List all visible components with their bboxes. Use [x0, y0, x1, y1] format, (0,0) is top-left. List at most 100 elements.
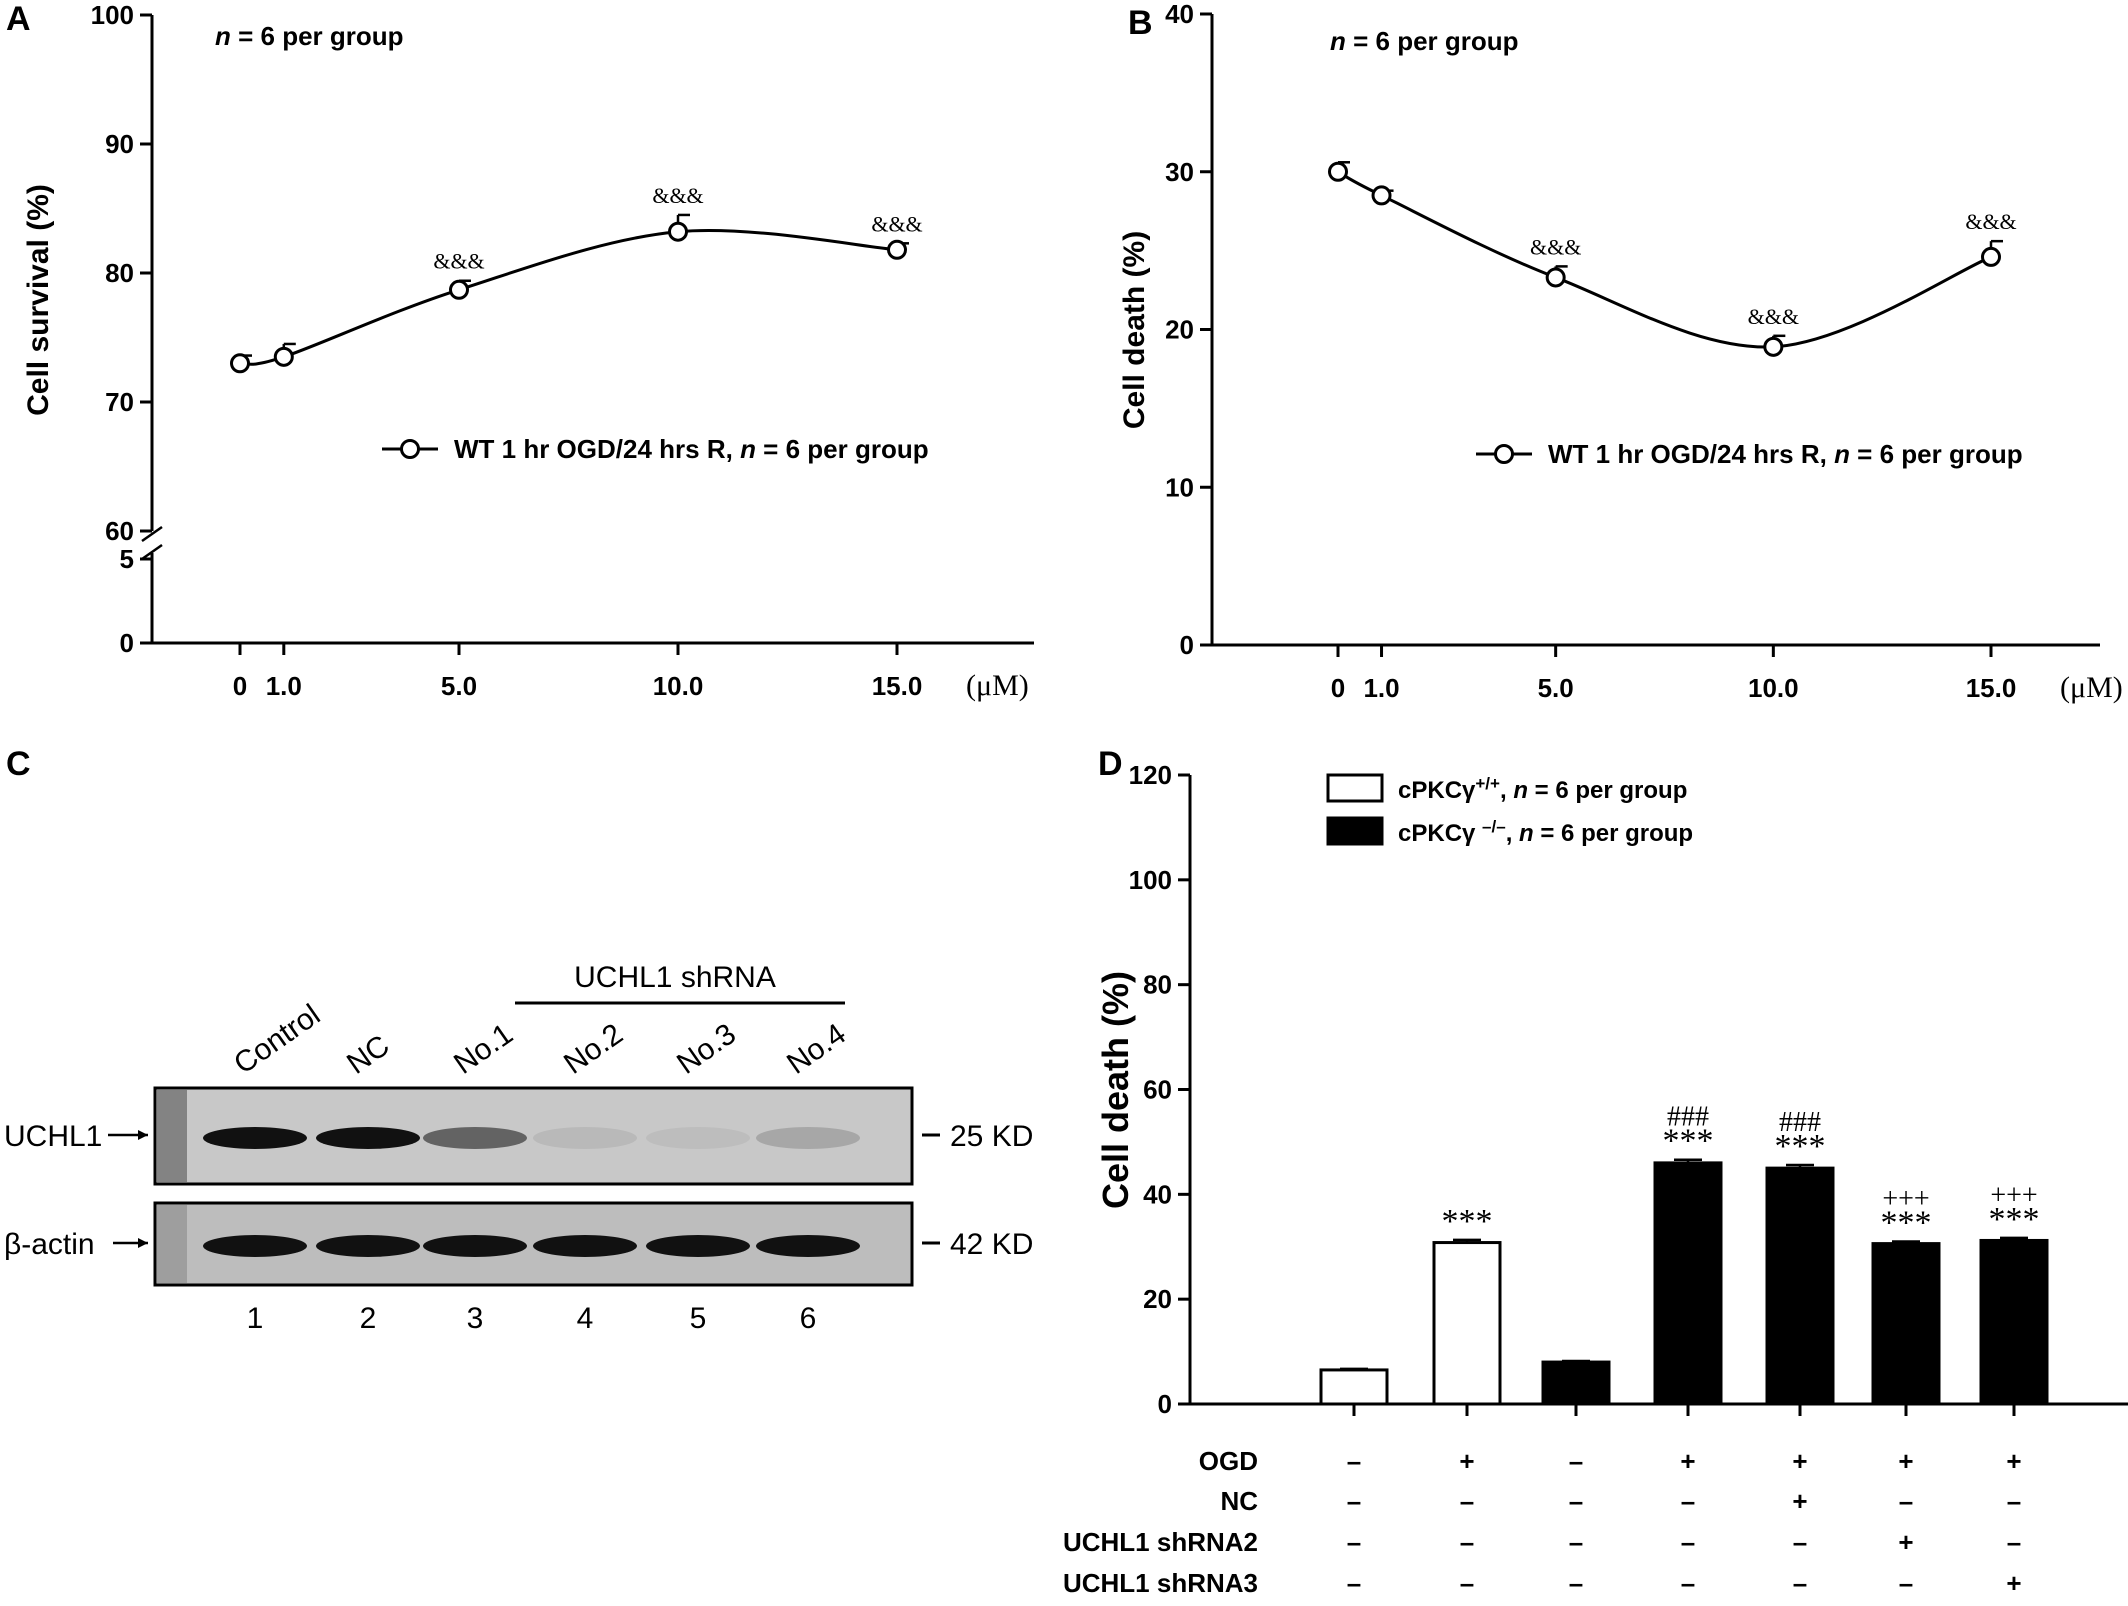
lane-label: No.4	[781, 1017, 852, 1080]
y-tick-label: 0	[1180, 630, 1194, 660]
bar	[1319, 1368, 1389, 1406]
significance-stars: ***	[1775, 1128, 1826, 1165]
x-tick-label: 1.0	[266, 671, 302, 701]
blot-band	[756, 1235, 860, 1257]
y-axis-label: Cell death (%)	[1095, 971, 1136, 1209]
x-tick-label: 0	[1331, 673, 1345, 703]
x-tick-label: 0	[233, 671, 247, 701]
condition-sign: –	[1460, 1568, 1474, 1598]
blot-row-label: UCHL1	[4, 1120, 102, 1153]
condition-sign: –	[1681, 1486, 1695, 1516]
data-point	[1763, 336, 1784, 357]
y-tick-label: 40	[1165, 0, 1194, 29]
x-tick-label: 15.0	[1966, 673, 2017, 703]
blot-band	[533, 1127, 637, 1149]
x-tick-label: 5.0	[441, 671, 477, 701]
y-tick-label: 0	[1158, 1389, 1172, 1419]
series-line	[1337, 170, 1992, 349]
significance-annotation: &&&	[871, 211, 922, 236]
condition-sign: –	[1347, 1446, 1361, 1476]
lane-number: 1	[247, 1302, 264, 1335]
condition-sign: +	[1898, 1527, 1913, 1557]
lane-label: Control	[228, 998, 326, 1081]
y-tick-label: 80	[1143, 970, 1172, 1000]
panel-letter-c: C	[6, 745, 31, 783]
lane-label: No.2	[558, 1017, 629, 1080]
data-point	[668, 221, 688, 242]
significance-stars: ***	[1442, 1203, 1493, 1240]
significance-stars: ***	[1881, 1205, 1932, 1242]
condition-sign: –	[1793, 1527, 1807, 1557]
lane-number: 2	[360, 1302, 377, 1335]
series-line	[239, 228, 898, 366]
condition-sign: +	[2006, 1446, 2021, 1476]
condition-label: OGD	[1199, 1446, 1258, 1476]
blot-band	[203, 1235, 307, 1257]
bar	[1541, 1360, 1611, 1406]
significance-symbols: +++	[1990, 1180, 2037, 1211]
y-tick-label: 20	[1165, 315, 1194, 345]
shrna-group-label: UCHL1 shRNA	[574, 961, 776, 994]
blot-edge-shadow	[157, 1090, 187, 1182]
condition-sign: –	[1460, 1486, 1474, 1516]
condition-sign: –	[1899, 1486, 1913, 1516]
x-tick-label: 10.0	[653, 671, 704, 701]
condition-sign: –	[1681, 1527, 1695, 1557]
x-unit-label: (μM)	[966, 669, 1029, 702]
condition-sign: –	[1347, 1568, 1361, 1598]
y-tick-label: 0	[120, 628, 134, 658]
significance-annotation: &&&	[1530, 234, 1581, 259]
condition-sign: –	[1793, 1568, 1807, 1598]
blot-band	[203, 1127, 307, 1149]
condition-sign: –	[2007, 1527, 2021, 1557]
y-tick-label: 100	[91, 0, 134, 30]
blot-band	[316, 1235, 420, 1257]
data-point	[887, 239, 907, 260]
legend-label: cPKCγ –/–, n = 6 per group	[1398, 817, 1693, 848]
data-point	[1328, 161, 1348, 182]
y-tick-label: 40	[1143, 1179, 1172, 1209]
data-point	[273, 346, 294, 367]
legend-marker	[1494, 444, 1514, 464]
blot-band	[646, 1127, 750, 1149]
axis-break-mark	[141, 543, 163, 561]
condition-sign: –	[1460, 1527, 1474, 1557]
data-point	[1981, 246, 2001, 267]
bar	[1979, 1238, 2049, 1406]
lane-label: No.3	[671, 1017, 742, 1080]
y-tick-label: 100	[1129, 865, 1172, 895]
lane-number: 5	[690, 1302, 707, 1335]
condition-sign: –	[1569, 1568, 1583, 1598]
blot-row-label: β-actin	[4, 1228, 95, 1261]
bar	[1432, 1241, 1502, 1406]
lane-number: 6	[800, 1302, 817, 1335]
lane-label: No.1	[448, 1017, 519, 1080]
data-point	[1371, 185, 1392, 206]
blot-band	[423, 1235, 527, 1257]
data-point	[230, 353, 250, 374]
significance-stars: ***	[1989, 1201, 2040, 1238]
panel-letter-a: A	[6, 0, 31, 38]
significance-annotation: &&&	[1965, 209, 2016, 234]
condition-sign: +	[1680, 1446, 1695, 1476]
legend-marker	[400, 439, 420, 459]
legend-label: WT 1 hr OGD/24 hrs R, n = 6 per group	[454, 434, 929, 464]
x-tick-label: 5.0	[1538, 673, 1574, 703]
panel-letter-b: B	[1128, 4, 1153, 42]
condition-sign: –	[2007, 1486, 2021, 1516]
legend-label: WT 1 hr OGD/24 hrs R, n = 6 per group	[1548, 439, 2023, 469]
data-point	[449, 279, 469, 300]
blot-band	[533, 1235, 637, 1257]
molecular-weight-label: 25 KD	[950, 1120, 1033, 1153]
y-tick-label: 60	[105, 516, 134, 546]
y-tick-label: 120	[1129, 760, 1172, 790]
legend-swatch	[1326, 773, 1384, 803]
lane-label: NC	[341, 1029, 395, 1081]
row-arrowhead	[138, 1238, 148, 1248]
blot-band	[423, 1127, 527, 1149]
sample-size-note: n = 6 per group	[215, 21, 404, 51]
panel-c-western-blot: UCHL1 shRNA Control NC No.1 No.2 No.3 No.4 UCHL…	[4, 961, 1033, 1335]
condition-sign: –	[1347, 1527, 1361, 1557]
